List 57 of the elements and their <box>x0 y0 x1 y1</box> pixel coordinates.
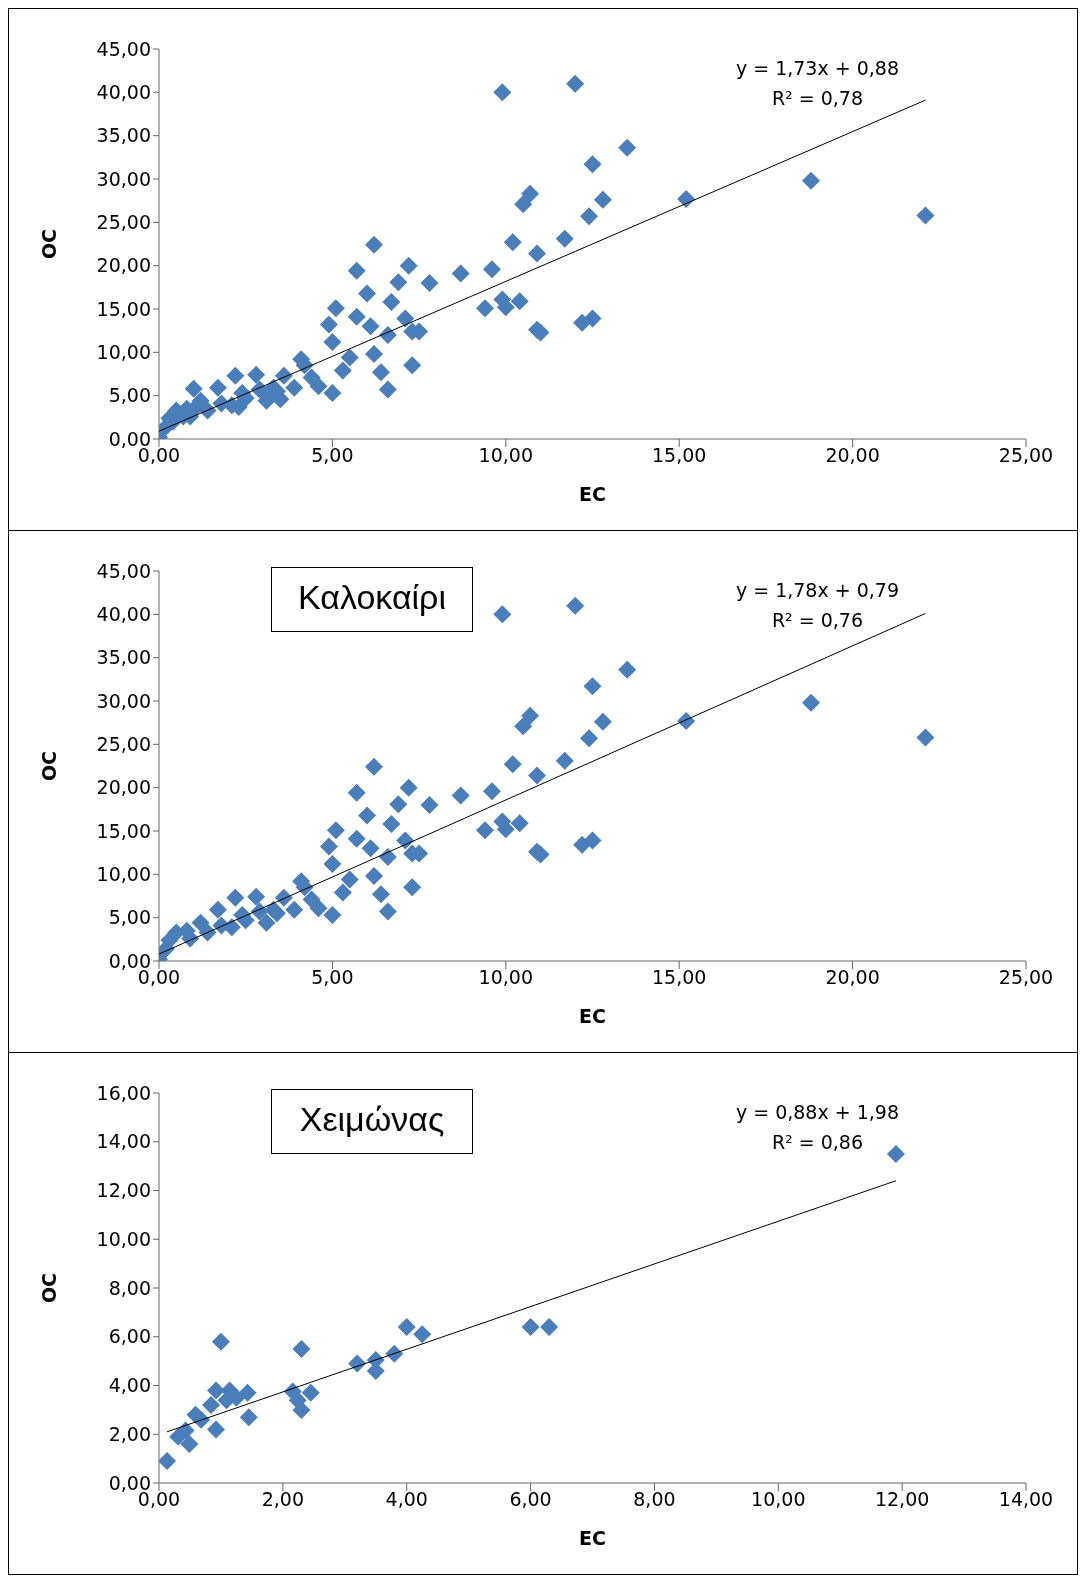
y-axis-title: OC <box>37 1272 60 1304</box>
annotation: y = 0,88x + 1,98 <box>735 1100 899 1125</box>
annotation: y = 1,78x + 0,79 <box>735 578 899 603</box>
x-tick-label: 15,00 <box>652 444 707 467</box>
y-tick-label: 25,00 <box>96 733 151 756</box>
y-tick-label: 30,00 <box>96 167 151 190</box>
y-tick-label: 40,00 <box>96 603 151 626</box>
x-tick-label: 10,00 <box>751 1488 806 1511</box>
x-axis-title: EC <box>579 1527 606 1549</box>
x-tick-label: 5,00 <box>311 966 354 989</box>
y-tick-label: 15,00 <box>96 297 151 320</box>
x-tick-label: 20,00 <box>825 444 880 467</box>
y-tick-label: 12,00 <box>96 1179 151 1202</box>
y-axis-title: OC <box>37 228 60 260</box>
y-tick-label: 45,00 <box>96 559 151 582</box>
y-tick-label: 6,00 <box>108 1325 151 1348</box>
y-tick-label: 5,00 <box>108 906 151 929</box>
annotation: R² = 0,78 <box>770 86 864 111</box>
x-tick-label: 10,00 <box>478 444 533 467</box>
x-tick-label: 10,00 <box>478 966 533 989</box>
y-tick-label: 35,00 <box>96 124 151 147</box>
y-tick-label: 30,00 <box>96 689 151 712</box>
x-tick-label: 8,00 <box>633 1488 676 1511</box>
x-tick-label: 5,00 <box>311 444 354 467</box>
x-tick-label: 25,00 <box>998 444 1054 467</box>
y-tick-label: 15,00 <box>96 819 151 842</box>
y-tick-label: 20,00 <box>96 776 151 799</box>
y-tick-label: 10,00 <box>96 1227 151 1250</box>
y-tick-label: 14,00 <box>96 1130 151 1153</box>
chart-title: Χειμώνας <box>271 1089 473 1154</box>
x-axis-title: EC <box>579 1005 606 1027</box>
x-tick-label: 15,00 <box>652 966 707 989</box>
y-tick-label: 35,00 <box>96 646 151 669</box>
y-tick-label: 4,00 <box>108 1374 151 1397</box>
annotation: y = 1,73x + 0,88 <box>735 56 899 81</box>
x-tick-label: 2,00 <box>261 1488 305 1511</box>
x-tick-label: 4,00 <box>385 1488 428 1511</box>
y-tick-label: 2,00 <box>108 1422 151 1445</box>
x-tick-label: 20,00 <box>825 966 880 989</box>
y-tick-label: 10,00 <box>96 863 151 886</box>
x-tick-label: 14,00 <box>998 1488 1054 1511</box>
y-tick-label: 40,00 <box>96 81 151 104</box>
x-axis-title: EC <box>579 483 606 505</box>
annotation: R² = 0,76 <box>770 608 864 633</box>
y-tick-label: 8,00 <box>108 1276 151 1299</box>
annotation: R² = 0,86 <box>770 1130 864 1155</box>
y-tick-label: 25,00 <box>96 211 151 234</box>
x-tick-label: 6,00 <box>509 1488 552 1511</box>
y-axis-title: OC <box>37 750 60 782</box>
x-tick-label: 12,00 <box>874 1488 930 1511</box>
y-tick-label: 10,00 <box>96 341 151 364</box>
chart-title: Καλοκαίρι <box>271 567 473 632</box>
x-tick-label: 25,00 <box>998 966 1054 989</box>
y-tick-label: 16,00 <box>96 1081 151 1104</box>
y-tick-label: 20,00 <box>96 254 151 277</box>
y-tick-label: 45,00 <box>96 37 151 60</box>
y-tick-label: 5,00 <box>108 384 151 407</box>
